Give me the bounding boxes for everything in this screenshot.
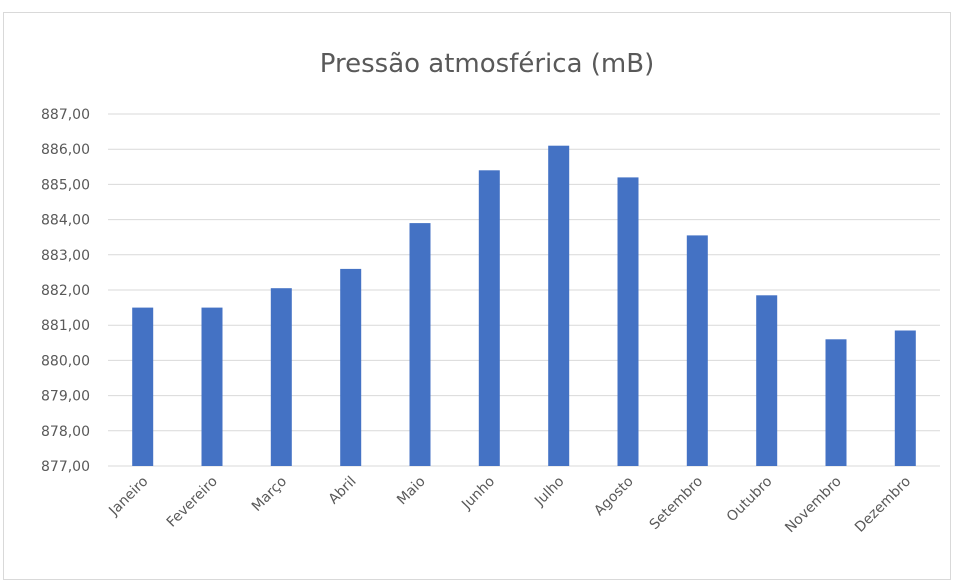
bar-agosto <box>617 177 639 466</box>
x-tick-label: Setembro <box>647 474 706 533</box>
bar-julho <box>548 145 570 466</box>
y-tick-label: 883,00 <box>41 248 90 264</box>
x-tick-label: Agosto <box>591 474 637 520</box>
y-tick-label: 884,00 <box>41 213 90 229</box>
bar-maio <box>409 223 431 466</box>
x-tick-label: Janeiro <box>105 474 151 520</box>
bar-outubro <box>756 295 778 466</box>
x-tick-label: Abril <box>326 474 360 508</box>
bar-março <box>270 288 292 466</box>
bar-dezembro <box>894 330 916 466</box>
bar-abril <box>340 268 362 466</box>
x-tick-label: Novembro <box>782 474 845 537</box>
x-tick-label: Dezembro <box>852 474 914 536</box>
x-tick-label: Maio <box>394 474 429 509</box>
y-tick-label: 885,00 <box>41 177 90 193</box>
chart-title: Pressão atmosférica (mB) <box>320 49 654 79</box>
chart-area <box>3 12 951 580</box>
y-tick-label: 887,00 <box>41 107 90 123</box>
y-tick-label: 881,00 <box>41 318 90 334</box>
y-tick-label: 877,00 <box>41 459 90 475</box>
y-tick-label: 878,00 <box>41 424 90 440</box>
bar-novembro <box>825 339 847 466</box>
bar-fevereiro <box>201 307 223 466</box>
x-tick-label: Março <box>249 474 290 515</box>
y-axis-tick-labels: 877,00 878,00 879,00 880,00 881,00 882,00 883,… <box>41 107 90 475</box>
y-tick-label: 879,00 <box>41 389 90 405</box>
y-tick-label: 880,00 <box>41 353 90 369</box>
bar-setembro <box>686 235 708 466</box>
x-tick-label: Fevereiro <box>164 474 221 531</box>
bar-junho <box>478 170 500 467</box>
x-tick-label: Junho <box>458 474 498 514</box>
y-tick-label: 886,00 <box>41 142 90 158</box>
bar-janeiro <box>132 307 154 466</box>
gridlines <box>108 113 940 467</box>
bars <box>132 145 916 467</box>
y-tick-label: 882,00 <box>41 283 90 299</box>
x-tick-label: Julho <box>531 474 567 510</box>
x-tick-label: Outubro <box>724 474 776 526</box>
x-axis-tick-labels: Janeiro Fevereiro Março Abril Maio Junho Julho… <box>105 474 914 537</box>
